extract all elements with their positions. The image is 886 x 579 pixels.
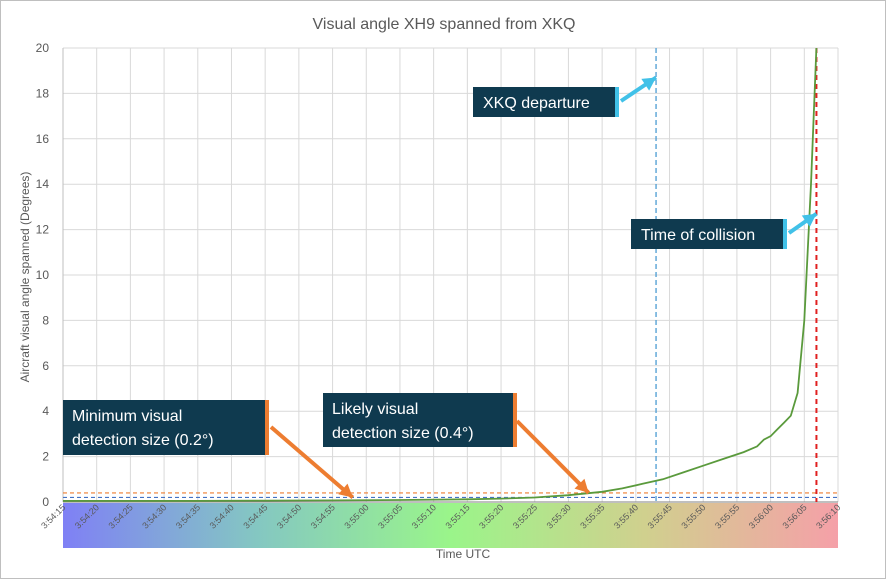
y-tick-label: 16 [36, 132, 50, 146]
chart-title: Visual angle XH9 spanned from XKQ [313, 16, 576, 33]
callout-background [631, 219, 787, 249]
callout-box: XKQ departure [473, 87, 619, 117]
y-tick-label: 18 [36, 86, 50, 100]
callout-box: Likely visual detection size (0.4°) [323, 393, 517, 447]
y-tick-label: 0 [42, 495, 49, 509]
callout-arrow [515, 419, 591, 495]
callout-background [473, 87, 619, 117]
callout-label: detection size (0.4°) [332, 425, 474, 442]
callout-accent-bar [265, 400, 269, 455]
y-tick-label: 12 [36, 223, 50, 237]
callout-accent-bar [513, 393, 517, 447]
callout-label: Likely visual [332, 401, 418, 418]
visual-angle-series-line [63, 47, 818, 502]
callout-label: XKQ departure [483, 95, 590, 112]
y-tick-label: 4 [42, 404, 49, 418]
y-tick-label: 8 [42, 313, 49, 327]
callout-label: Minimum visual [72, 408, 182, 425]
y-tick-label: 6 [42, 359, 49, 373]
callout-arrowhead [574, 478, 589, 493]
callout-background [323, 393, 517, 447]
callout-accent-bar [783, 219, 787, 249]
x-axis-label: Time UTC [436, 547, 491, 561]
callout-accent-bar [615, 87, 619, 117]
callout-background [63, 400, 269, 455]
callout-arrowhead [641, 77, 657, 91]
callout-arrowhead [338, 483, 353, 498]
callout-label: detection size (0.2°) [72, 432, 214, 449]
callout-arrow [269, 425, 355, 499]
y-axis-label: Aircraft visual angle spanned (Degrees) [18, 172, 32, 383]
callout-box: Minimum visual detection size (0.2°) [63, 400, 269, 455]
callout-box: Time of collision [631, 219, 787, 249]
y-tick-label: 10 [36, 268, 50, 282]
callout-label: Time of collision [641, 227, 755, 244]
y-tick-label: 2 [42, 450, 49, 464]
x-axis-gradient-band [63, 503, 838, 548]
y-tick-label: 14 [36, 177, 50, 191]
y-tick-label: 20 [36, 41, 50, 55]
callout-arrowhead [801, 213, 817, 227]
